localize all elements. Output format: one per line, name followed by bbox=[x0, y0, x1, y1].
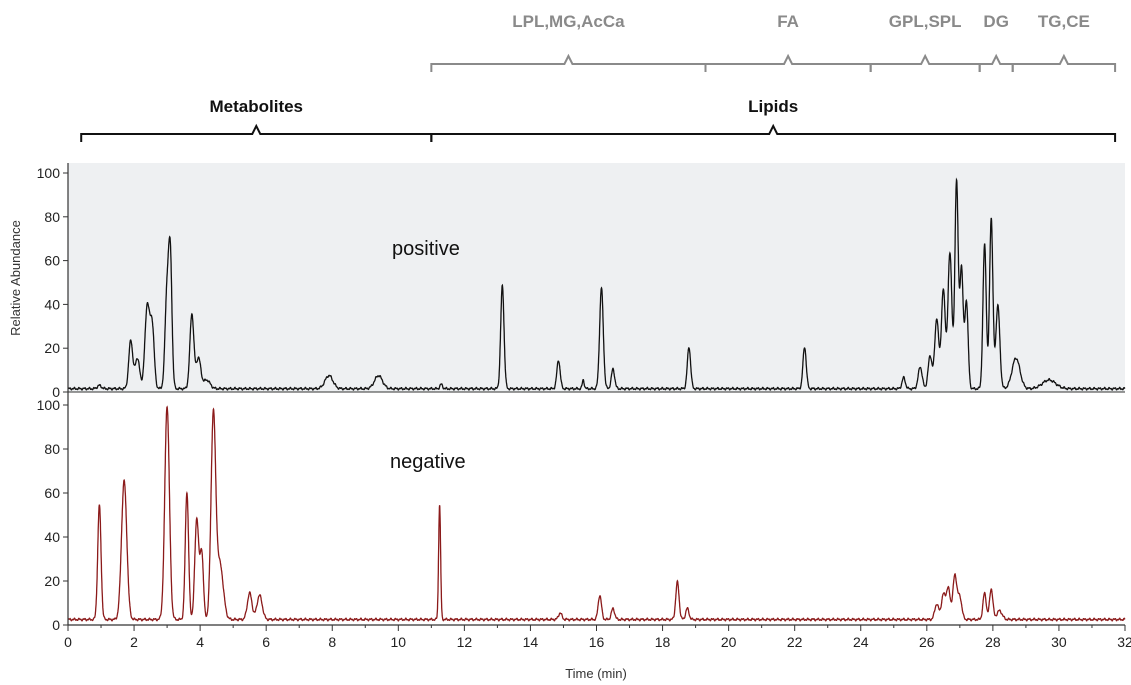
x-tick-label: 18 bbox=[655, 634, 671, 650]
x-tick-label: 6 bbox=[262, 634, 270, 650]
negative-panel-label: negative bbox=[390, 451, 466, 473]
x-tick-label: 0 bbox=[64, 634, 72, 650]
x-tick-label: 28 bbox=[985, 634, 1001, 650]
class-label: Lipids bbox=[748, 97, 798, 116]
negative-panel bbox=[67, 405, 1126, 622]
positive-panel-label: positive bbox=[392, 238, 460, 260]
top-y-tick-label: 40 bbox=[44, 296, 60, 312]
lipid-group-brace bbox=[1011, 53, 1117, 72]
x-tick-label: 30 bbox=[1051, 634, 1067, 650]
positive-panel bbox=[67, 163, 1126, 392]
x-tick-label: 2 bbox=[130, 634, 138, 650]
x-tick-label: 10 bbox=[391, 634, 407, 650]
top-y-tick-label: 0 bbox=[52, 384, 60, 400]
positive-trace bbox=[67, 177, 1126, 391]
brace-annotations: LPL,MG,AcCa FA GPL,SPL DG TG,CE Metabolites Li… bbox=[80, 12, 1117, 142]
top-y-tick-label: 100 bbox=[37, 165, 61, 181]
lipid-group-label: TG,CE bbox=[1038, 12, 1090, 31]
top-y-tick-label: 80 bbox=[44, 209, 60, 225]
y-axis-title: Relative Abundance bbox=[8, 220, 23, 336]
bottom-y-tick-label: 80 bbox=[44, 441, 60, 457]
top-y-tick-label: 20 bbox=[44, 340, 60, 356]
lipid-group-label: DG bbox=[983, 12, 1009, 31]
class-brace bbox=[430, 123, 1117, 142]
x-tick-label: 26 bbox=[919, 634, 935, 650]
lipid-group-label: FA bbox=[777, 12, 799, 31]
x-tick-label: 4 bbox=[196, 634, 204, 650]
lipid-group-label: GPL,SPL bbox=[889, 12, 962, 31]
lipid-group-brace bbox=[430, 53, 707, 72]
negative-trace bbox=[67, 405, 1126, 622]
bottom-y-tick-label: 60 bbox=[44, 485, 60, 501]
positive-panel-background bbox=[68, 163, 1125, 392]
bottom-y-tick-label: 0 bbox=[52, 617, 60, 633]
lipid-group-brace bbox=[869, 53, 981, 72]
x-tick-label: 24 bbox=[853, 634, 869, 650]
x-tick-label: 32 bbox=[1117, 634, 1131, 650]
x-tick-label: 16 bbox=[589, 634, 605, 650]
bottom-y-tick-label: 100 bbox=[37, 397, 61, 413]
x-tick-label: 22 bbox=[787, 634, 803, 650]
class-brace bbox=[80, 123, 433, 142]
x-tick-label: 12 bbox=[457, 634, 473, 650]
bottom-y-tick-label: 20 bbox=[44, 573, 60, 589]
lipid-group-label: LPL,MG,AcCa bbox=[512, 12, 625, 31]
x-tick-label: 8 bbox=[328, 634, 336, 650]
bottom-y-tick-label: 40 bbox=[44, 529, 60, 545]
lipid-group-brace bbox=[704, 53, 872, 72]
lipid-group-brace bbox=[978, 53, 1014, 72]
top-y-tick-label: 60 bbox=[44, 253, 60, 269]
x-tick-label: 14 bbox=[523, 634, 539, 650]
class-label: Metabolites bbox=[210, 97, 304, 116]
x-tick-label: 20 bbox=[721, 634, 737, 650]
x-axis-title: Time (min) bbox=[565, 666, 627, 681]
